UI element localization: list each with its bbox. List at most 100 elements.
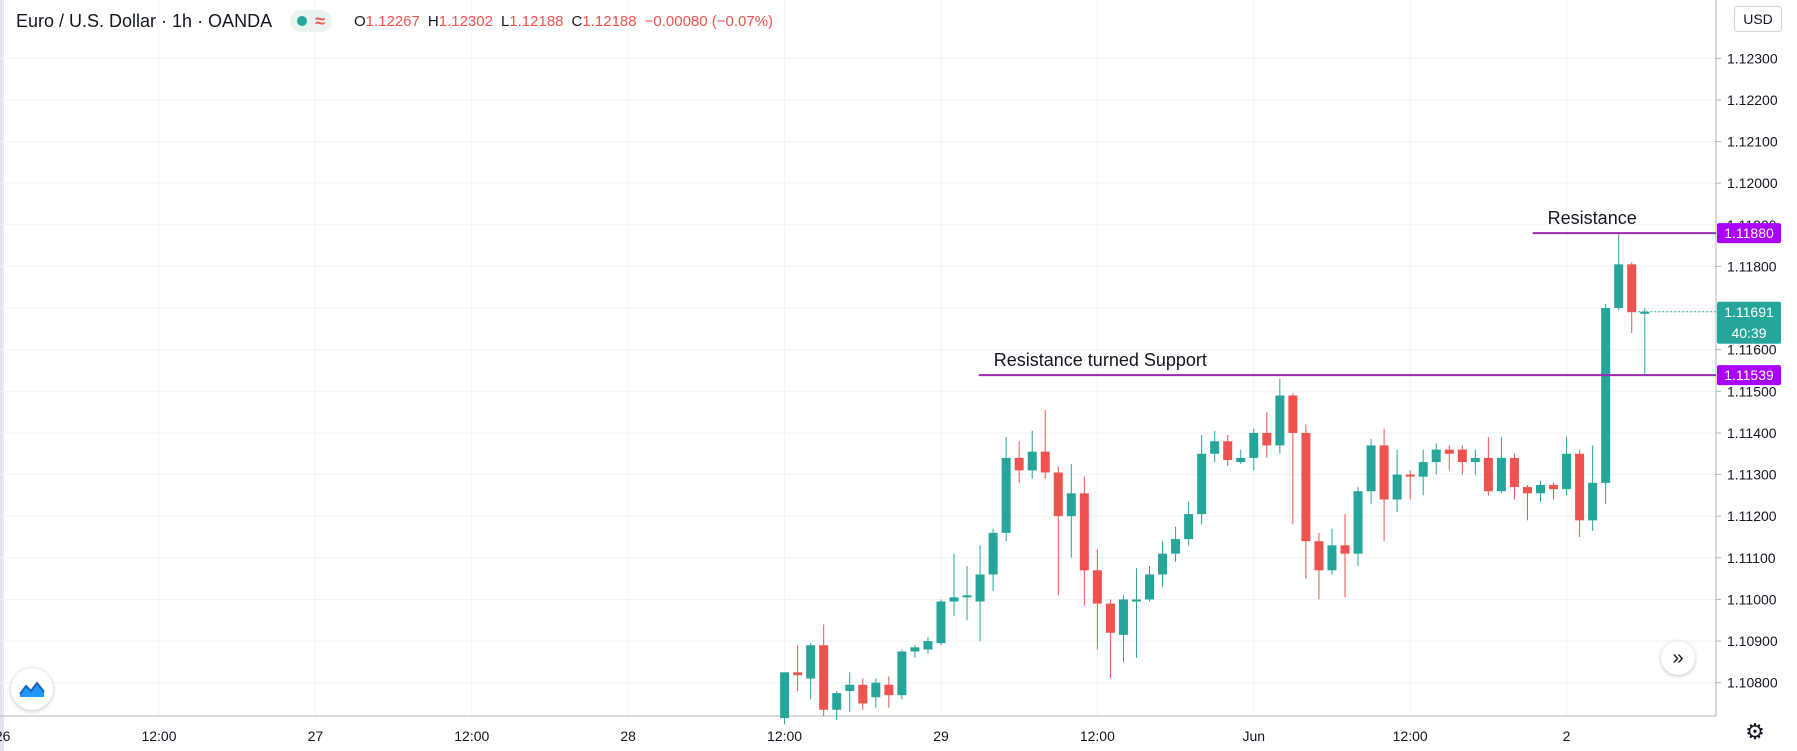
price-change: −0.00080 (−0.07%) <box>644 12 774 30</box>
candle-body <box>1496 457 1506 492</box>
candle-body <box>1379 445 1389 500</box>
candle-body <box>793 672 803 676</box>
candle-body <box>819 645 829 710</box>
candle-body <box>1053 472 1063 517</box>
ohlc-high: H1.12302 <box>427 12 493 30</box>
left-border <box>0 0 4 751</box>
symbol-title[interactable]: Euro / U.S. Dollar · 1h · OANDA <box>16 10 273 31</box>
price-tick-label: 1.12000 <box>1727 175 1778 191</box>
candle <box>1053 466 1063 596</box>
candle <box>819 624 829 716</box>
candle-body <box>1066 493 1076 517</box>
candle <box>780 672 790 725</box>
candle-body <box>1535 484 1545 494</box>
gear-icon[interactable]: ⚙ <box>1745 719 1765 744</box>
candle <box>949 553 959 617</box>
time-tick-label: 27 <box>308 728 324 744</box>
candle <box>858 678 868 710</box>
last-price-badge <box>1717 301 1781 344</box>
candle <box>962 566 972 621</box>
candle <box>1601 303 1611 504</box>
candle-body <box>1444 449 1454 454</box>
candle-body <box>897 651 907 696</box>
candle <box>1118 595 1128 662</box>
candle <box>1562 437 1572 496</box>
candle-body <box>1171 539 1181 554</box>
price-tick-label: 1.11400 <box>1727 425 1777 441</box>
price-tick-label: 1.11000 <box>1727 591 1777 607</box>
time-tick-label: 12:00 <box>141 728 176 744</box>
candle <box>1079 476 1089 606</box>
candle-body <box>936 601 946 644</box>
last-price-label: 1.11691 <box>1724 304 1774 320</box>
price-tick-label: 1.11500 <box>1727 383 1777 399</box>
candle <box>910 645 920 658</box>
price-tick-label: 1.10900 <box>1727 633 1778 649</box>
candle-body <box>1275 395 1285 446</box>
level-label: Resistance <box>1548 208 1637 228</box>
candle-body <box>1588 482 1598 521</box>
market-status-pill[interactable]: ≈ <box>290 10 332 32</box>
price-tick-label: 1.11100 <box>1727 550 1776 566</box>
candle <box>1549 482 1559 500</box>
price-tick-label: 1.12100 <box>1727 134 1778 150</box>
price-tick-label: 1.10800 <box>1727 675 1778 691</box>
level-price-badge <box>1717 223 1781 244</box>
currency-button[interactable]: USD <box>1734 6 1782 32</box>
candle <box>1092 549 1102 650</box>
candle <box>1575 449 1585 537</box>
market-open-dot-icon <box>297 16 308 26</box>
candle-body <box>1640 311 1650 314</box>
scroll-to-realtime-button[interactable]: » <box>1661 641 1695 675</box>
candle <box>1522 484 1532 521</box>
candle <box>1184 501 1194 546</box>
candle <box>988 528 998 592</box>
candle-body <box>975 574 985 602</box>
candle <box>1145 566 1155 602</box>
candle-body <box>858 684 868 704</box>
candle-body <box>884 684 894 696</box>
candle <box>923 636 933 654</box>
candle-body <box>1327 545 1337 571</box>
candle <box>1366 439 1376 504</box>
candle <box>1210 430 1220 463</box>
candle <box>1223 435 1233 467</box>
candle-body <box>1131 599 1141 602</box>
candle-body <box>1522 487 1532 494</box>
candle <box>1275 378 1285 454</box>
candle-body <box>1027 451 1037 471</box>
candle <box>1353 487 1363 567</box>
tradingview-logo-icon[interactable] <box>11 668 53 710</box>
level-price-label: 1.11539 <box>1724 367 1774 383</box>
candle-body <box>1509 457 1519 488</box>
candle-body <box>988 532 998 575</box>
candle-body <box>1627 264 1637 313</box>
candle <box>897 649 907 700</box>
candle-body <box>1145 574 1155 600</box>
candle <box>1340 514 1350 598</box>
candle-body <box>1236 457 1246 463</box>
level-price-label: 1.11880 <box>1724 225 1774 241</box>
candle-body <box>1601 308 1611 483</box>
candle-body <box>1549 484 1559 490</box>
candle <box>1496 437 1506 494</box>
candle <box>936 599 946 646</box>
candle-body <box>1470 457 1480 463</box>
candle <box>884 676 894 708</box>
price-tick-label: 1.11600 <box>1727 342 1777 358</box>
candle <box>1288 393 1298 525</box>
candle-body <box>1418 462 1428 477</box>
candle <box>975 545 985 642</box>
candle-body <box>1301 432 1311 542</box>
candle <box>1614 233 1624 311</box>
time-tick-label: 12:00 <box>454 728 489 744</box>
candle-body <box>1001 457 1011 533</box>
level-label: Resistance turned Support <box>994 350 1207 370</box>
candle-body <box>1158 553 1168 575</box>
candle-body <box>845 684 855 692</box>
candle <box>1171 526 1181 562</box>
candle <box>1392 449 1402 513</box>
candle-body <box>1405 474 1415 477</box>
